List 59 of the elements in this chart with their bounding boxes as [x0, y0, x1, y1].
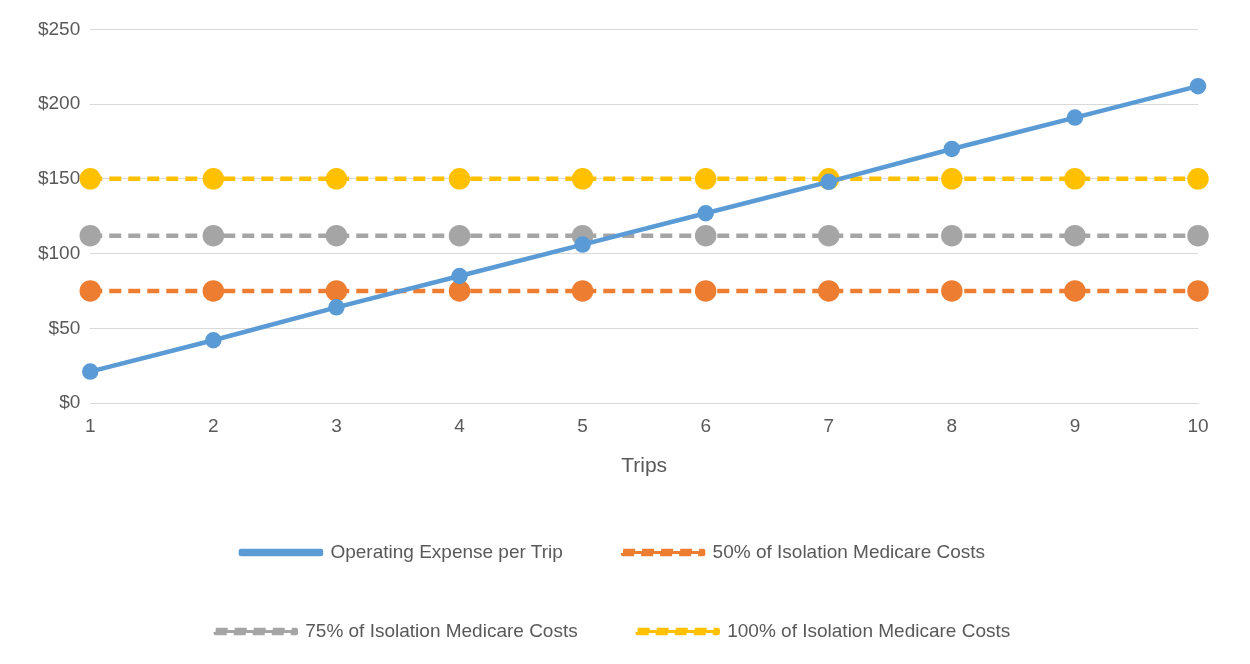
y-tick-label: $250: [37, 17, 81, 39]
point: [325, 224, 348, 247]
point: [943, 140, 961, 158]
point: [202, 224, 225, 247]
point: [1187, 280, 1209, 302]
point: [79, 168, 102, 190]
legend-label: 75% of Isolation Medicare Costs: [305, 619, 578, 641]
x-tick-label: 2: [208, 414, 219, 436]
point: [820, 173, 838, 191]
x-tick-label: 4: [454, 414, 466, 436]
point: [79, 224, 102, 247]
point: [571, 280, 594, 302]
point: [79, 280, 102, 302]
x-tick-label: 7: [823, 414, 835, 436]
point: [82, 363, 99, 380]
y-tick-label: $100: [37, 241, 81, 263]
point: [574, 236, 591, 253]
point: [694, 224, 717, 247]
point: [1066, 109, 1084, 126]
point: [448, 280, 471, 302]
y-tick-label: $200: [37, 92, 81, 114]
point: [328, 299, 345, 316]
x-axis-title: Trips: [621, 453, 668, 477]
legend-label: Operating Expense per Trip: [330, 540, 563, 562]
point: [1064, 280, 1086, 302]
point: [205, 331, 222, 349]
point: [941, 280, 963, 302]
point: [697, 204, 714, 222]
point: [202, 168, 225, 190]
x-tick-label: 8: [946, 414, 958, 436]
point: [1064, 224, 1086, 247]
point: [325, 280, 348, 302]
point: [448, 168, 471, 190]
point: [941, 168, 963, 190]
point: [818, 280, 840, 302]
point: [202, 280, 225, 302]
point: [1064, 168, 1086, 190]
legend-label: 100% of Isolation Medicare Costs: [727, 619, 1011, 641]
point: [694, 280, 717, 302]
x-tick-label: 6: [700, 414, 711, 436]
y-tick-label: $0: [59, 391, 81, 413]
point: [571, 168, 594, 190]
point: [451, 267, 468, 285]
point: [818, 224, 840, 247]
point: [325, 168, 348, 190]
point: [1187, 168, 1209, 190]
y-tick-label: $150: [37, 167, 81, 189]
x-tick-label: 5: [577, 414, 588, 436]
x-tick-label: 10: [1187, 414, 1209, 436]
point: [1189, 77, 1207, 95]
point: [694, 168, 717, 190]
x-tick-label: 3: [331, 414, 342, 436]
x-tick-label: 9: [1069, 414, 1081, 436]
point: [941, 224, 963, 247]
point: [1187, 224, 1209, 247]
y-tick-label: $50: [48, 316, 81, 338]
legend-label: 50% of Isolation Medicare Costs: [712, 540, 986, 562]
x-tick-label: 1: [84, 414, 96, 436]
point: [448, 224, 471, 247]
